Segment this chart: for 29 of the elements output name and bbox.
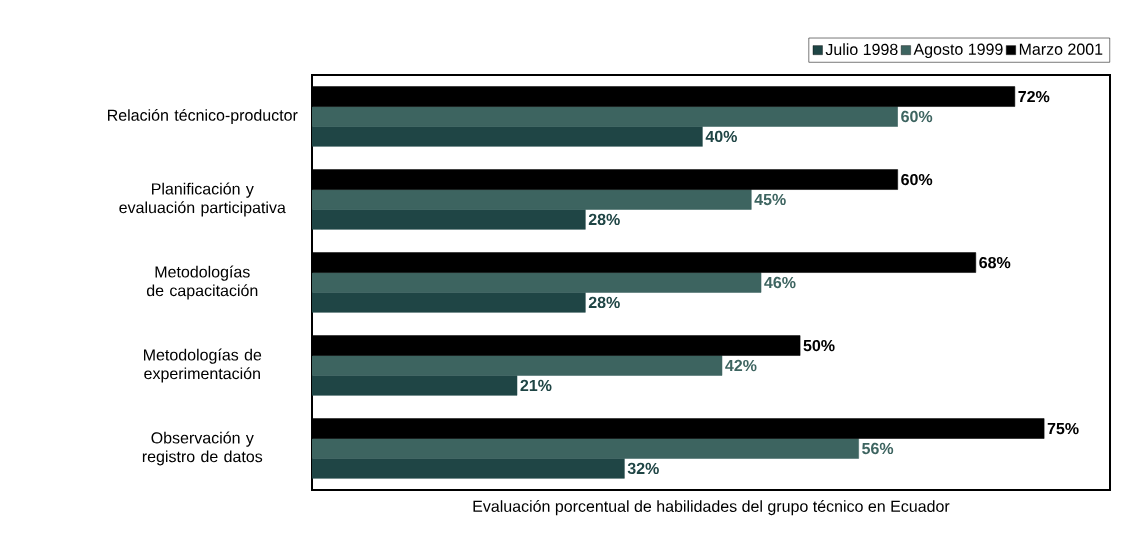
x-axis-title: Evaluación porcentual de habilidades del grupo técnico en Ecuador [473, 500, 950, 516]
y-tick-label: Planificación y evaluación participativa [119, 182, 286, 217]
legend-label: Julio 1998 [825, 43, 898, 56]
y-tick-label: Metodologías de capacitación [146, 265, 258, 300]
data-label: 50% [803, 339, 835, 352]
data-label: 32% [627, 462, 659, 475]
bar [312, 106, 898, 127]
data-label: 75% [1047, 422, 1079, 435]
legend-label: Marzo 2001 [1019, 43, 1103, 55]
y-tick-label: Metodologías de experimentación [144, 348, 262, 383]
bar [312, 355, 723, 376]
bar [312, 272, 762, 293]
data-label: 28% [588, 213, 620, 226]
bar [312, 438, 859, 459]
data-label: 60% [901, 173, 933, 186]
data-label: 56% [862, 442, 894, 455]
legend-label: Agosto 1999 [913, 43, 1003, 59]
data-label: 28% [588, 296, 620, 309]
data-label: 46% [764, 276, 796, 289]
bar [312, 189, 752, 210]
data-label: 42% [725, 359, 757, 372]
data-label: 45% [754, 193, 786, 206]
y-tick-label: Observación y registro de datos [142, 431, 263, 466]
data-label: 40% [705, 130, 737, 143]
data-label: 60% [901, 110, 933, 123]
data-label: 72% [1018, 90, 1050, 103]
data-label: 21% [520, 379, 552, 392]
data-label: 68% [979, 256, 1011, 269]
y-tick-label: Relación técnico-productor [108, 108, 298, 125]
